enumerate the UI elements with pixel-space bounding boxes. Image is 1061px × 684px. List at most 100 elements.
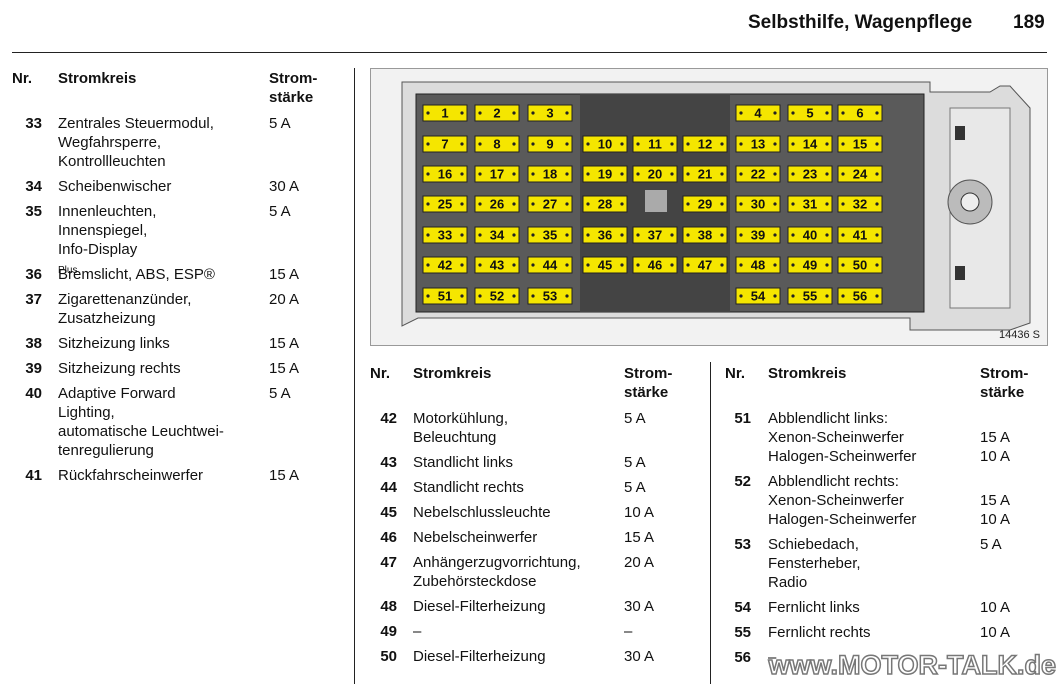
circuit-label: – [768,649,777,666]
fuse-pin [841,263,845,267]
row-line: Zusatzheizung [12,309,342,328]
fuse-number: 51 [734,410,751,427]
row-line: 43 Standlicht links 5 A [370,453,700,472]
row-line: 38 Sitzheizung links 15 A [12,334,342,353]
fuse-pin [720,202,724,206]
fuse-number: 52 [734,473,751,490]
circuit-label: Zigarettenanzünder, [58,291,192,308]
fuse-label: 11 [648,137,662,152]
header-nr: Nr. [370,365,391,382]
fuse-number: 42 [380,410,397,427]
fuse [527,256,573,274]
fuse-pin [636,172,640,176]
circuit-label: Zentrales Steuermodul, [58,115,214,132]
fuse [837,135,883,153]
row-line: 34 Scheibenwischer 30 A [12,177,342,196]
rating: 15 A [269,266,300,283]
header-rule [12,52,1047,53]
fuse-pin [531,263,535,267]
fuse-pin [875,263,879,267]
header-rating: stärke [980,384,1025,401]
rating: 20 A [624,554,655,571]
fuse-pin [825,172,829,176]
rating: – [624,623,633,640]
fuse-pin [841,233,845,237]
fuse-label: 26 [490,197,504,212]
fuse-pin [825,263,829,267]
row-line: 40 Adaptive Forward 5 A [12,384,342,403]
fuse [837,226,883,244]
fuse-label: 50 [853,258,867,273]
fuse-number: 44 [380,479,397,496]
fuse-pin [686,263,690,267]
fuse-label: 43 [490,258,504,273]
fuse-number: 47 [380,554,397,571]
rating: 5 A [269,203,291,220]
header-nr: Nr. [12,70,33,87]
header-rating: stärke [269,89,314,106]
fuse-pin [478,233,482,237]
fuse-pin [773,263,777,267]
row-line: 48 Diesel-Filterheizung 30 A [370,597,700,616]
circuit-label: Anhängerzugvorrichtung, [413,554,581,571]
fuse-label: 42 [438,258,452,273]
fuse-label: 52 [490,289,504,304]
row-line: 35 Innenleuchten, 5 A [12,202,342,221]
table-header: Nr. Stromkreis Strom-stärke [725,364,1055,402]
rating: 10 A [624,504,655,521]
circuit-label: Fernlicht rechts [768,624,871,641]
fuse-number: 40 [25,385,42,402]
circuit-label: Diesel-Filterheizung [413,648,546,665]
table-row: 45 Nebelschlussleuchte 10 A [370,503,700,522]
fuse [422,195,468,213]
fuse-label: 15 [853,137,867,152]
fuse-number: 54 [734,599,751,616]
fuse-pin [791,142,795,146]
row-line: 33 Zentrales Steuermodul, 5 A [12,114,342,133]
fuse-pin [825,202,829,206]
fuse-number: 48 [380,598,397,615]
circuit-label: Halogen-Scheinwerfer [768,511,917,528]
fuse [632,165,678,183]
fuse-label: 41 [853,228,867,243]
fuse-pin [670,142,674,146]
connector-core [960,192,980,212]
fuse [735,195,781,213]
fuse-label: 31 [803,197,817,212]
fuse [474,256,520,274]
fuse-label: 9 [546,137,553,152]
fuse-pin [739,294,743,298]
fuse-pin [478,111,482,115]
fuse-pin [460,202,464,206]
header-line: Nr. Stromkreis Strom- [12,69,342,88]
fuse-pin [791,202,795,206]
circuit-label: Kontrollleuchten [58,153,166,170]
fuse-label: 16 [438,167,452,182]
fuse-pin [739,142,743,146]
fuse [735,226,781,244]
fuse-label: 14 [803,137,818,152]
page-number: 189 [1013,12,1045,33]
fuse-label: 37 [648,228,662,243]
circuit-label: Zubehörsteckdose [413,573,537,590]
fuse-pin [565,233,569,237]
circuit-label: Fernlicht links [768,599,860,616]
header-rating: Strom- [269,70,318,87]
rating: 5 A [269,115,291,132]
fuse-pin [460,111,464,115]
fuse-pin [670,263,674,267]
row-line: Info-Display [12,240,342,259]
fuse-label: 23 [803,167,817,182]
fuse-number: 46 [380,529,397,546]
fuse [422,135,468,153]
center-square [645,190,667,212]
fuse [682,226,728,244]
fuse [735,256,781,274]
fuse-pin [739,111,743,115]
fuse-pin [586,202,590,206]
fuse [474,104,520,122]
header-rating: Strom- [624,365,673,382]
fuse-label: 33 [438,228,452,243]
circuit-label: Abblendlicht rechts: [768,473,899,490]
fuse [735,135,781,153]
